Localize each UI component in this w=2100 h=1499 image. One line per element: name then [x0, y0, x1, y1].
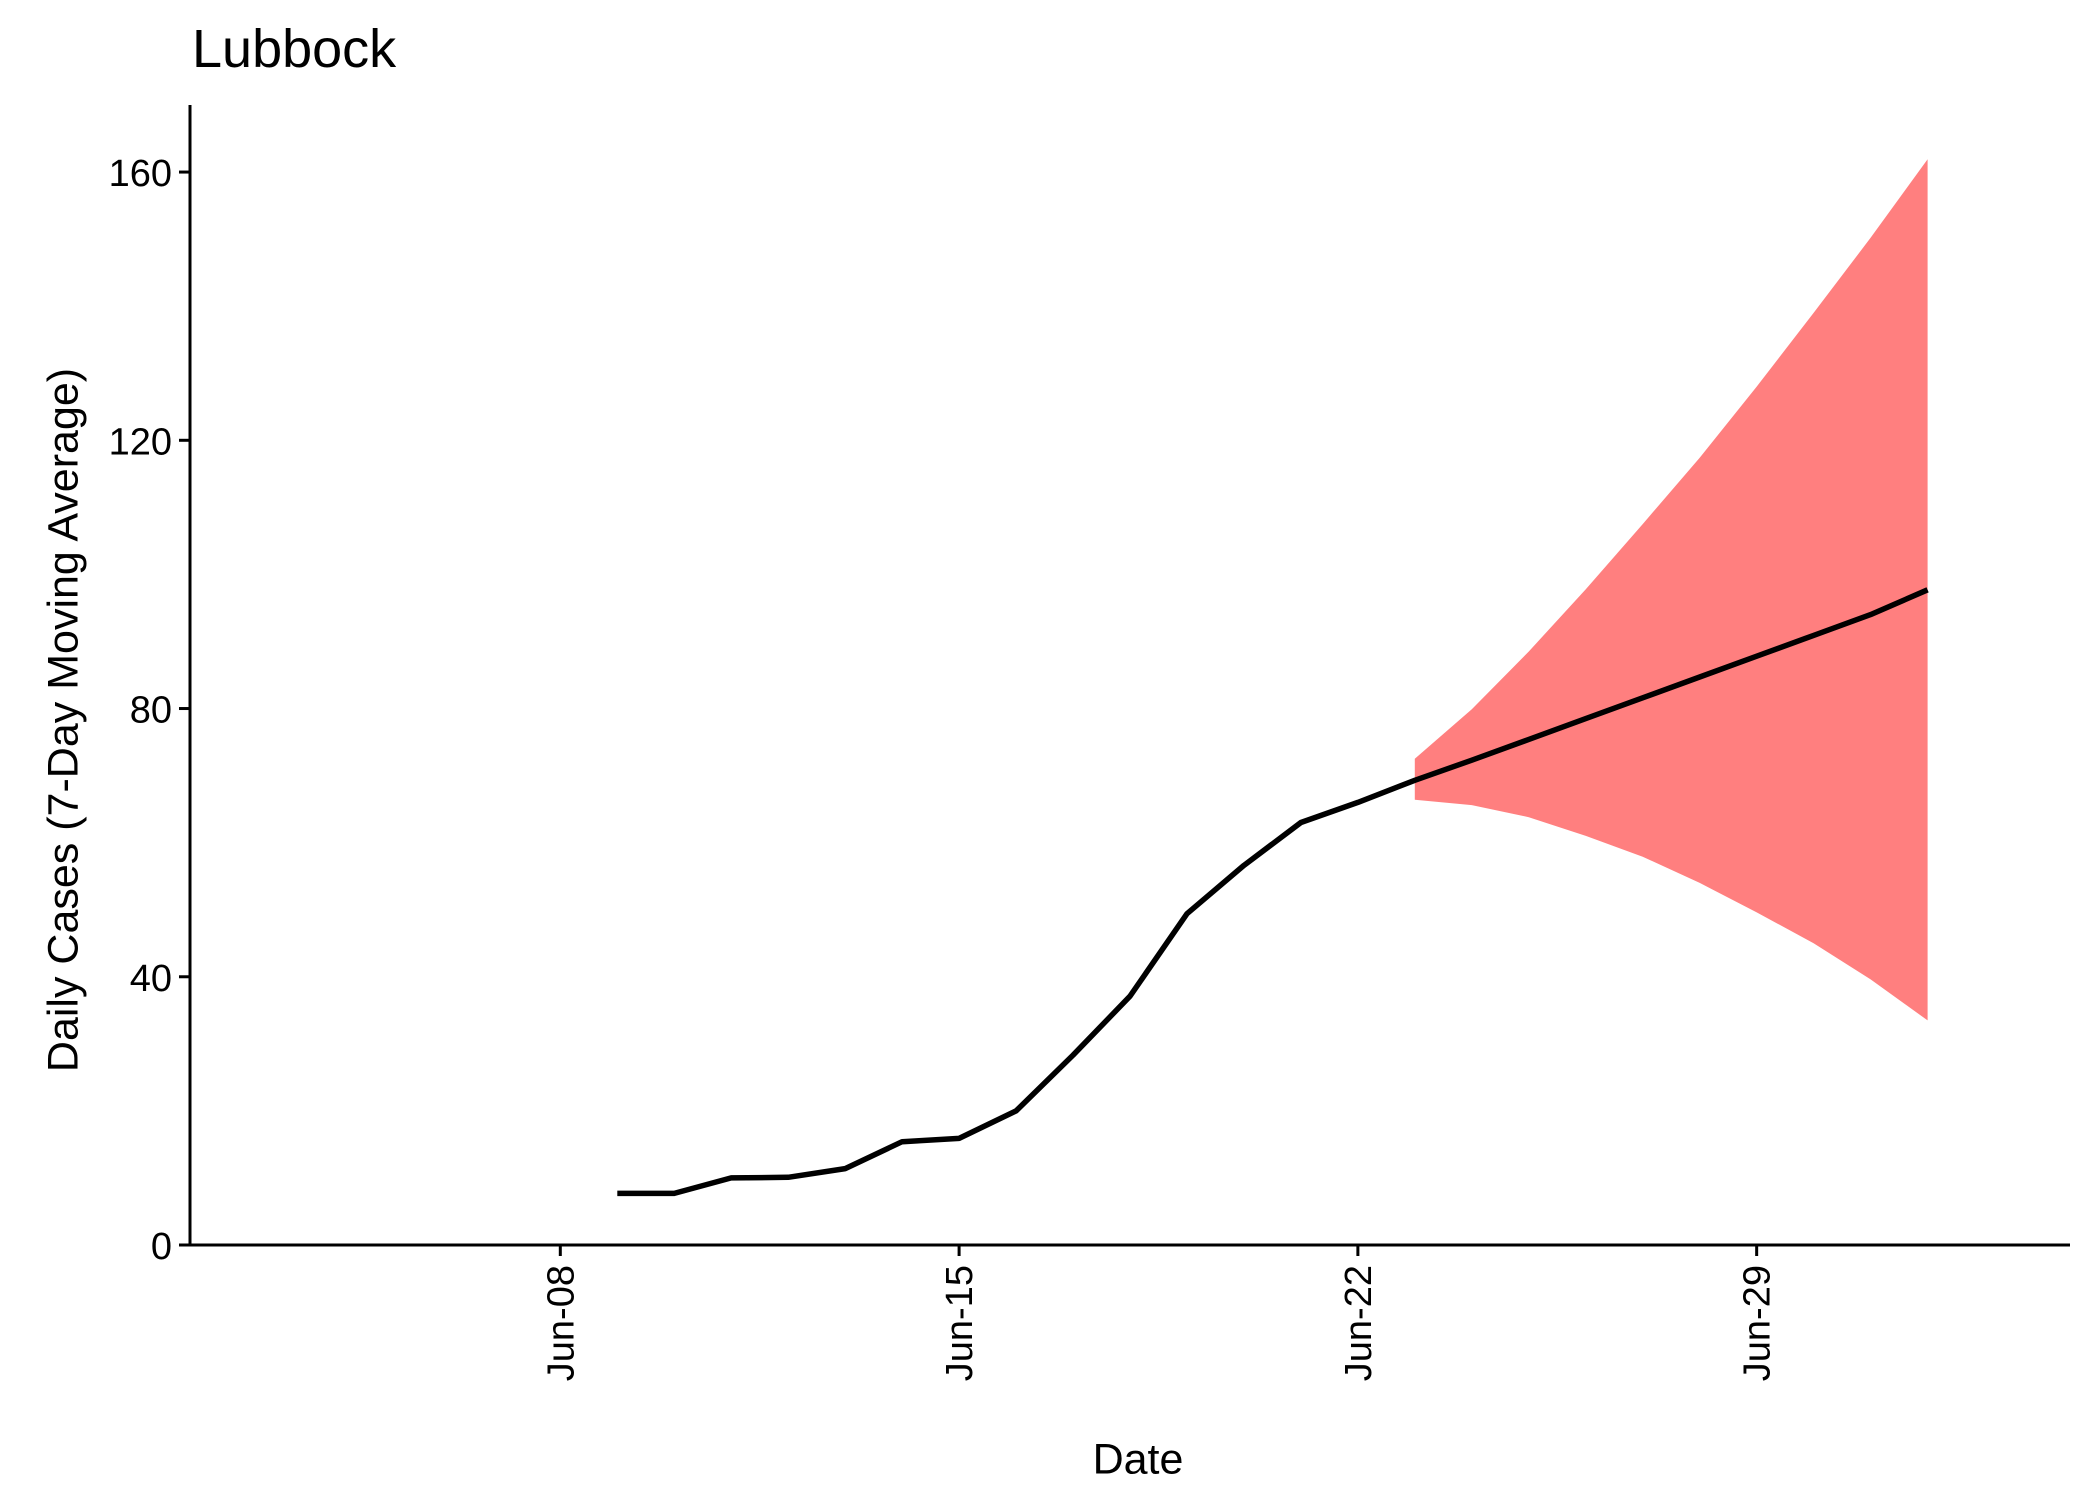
x-axis-label: Date	[1092, 1435, 1184, 1484]
y-tick-label: 40	[130, 958, 172, 1000]
x-tick-label: Jun-29	[1737, 1265, 1779, 1381]
chart-title: Lubbock	[192, 19, 397, 79]
y-tick-label: 120	[109, 421, 172, 463]
y-tick-label: 160	[109, 153, 172, 195]
x-tick-label: Jun-08	[540, 1265, 582, 1381]
x-tick-label: Jun-15	[939, 1265, 981, 1381]
y-tick-label: 80	[130, 690, 172, 732]
forecast-interval-band	[1414, 159, 1928, 1021]
confidence-band-layer	[1414, 159, 1928, 1021]
y-tick-label: 0	[151, 1226, 172, 1268]
series-line-layer	[617, 587, 1929, 1197]
series-line	[617, 587, 1929, 1197]
axes: 0 40 80 120 160 Jun-08 Jun-15 Jun-22 Jun-29	[109, 105, 2070, 1381]
x-tick-label: Jun-22	[1338, 1265, 1380, 1381]
